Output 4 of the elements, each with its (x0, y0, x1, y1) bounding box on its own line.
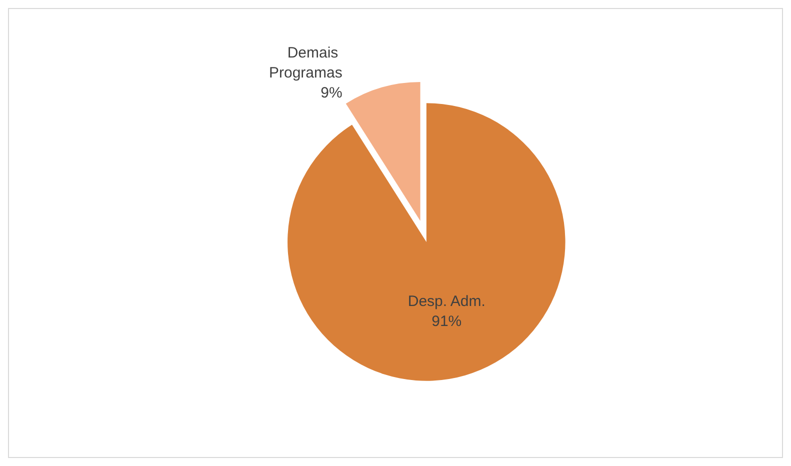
data-label: 9% (320, 84, 342, 102)
data-label: 91% (432, 313, 462, 330)
slice-label: Desp. Adm. (408, 293, 486, 310)
slice-label: Demais Programas (268, 44, 342, 82)
